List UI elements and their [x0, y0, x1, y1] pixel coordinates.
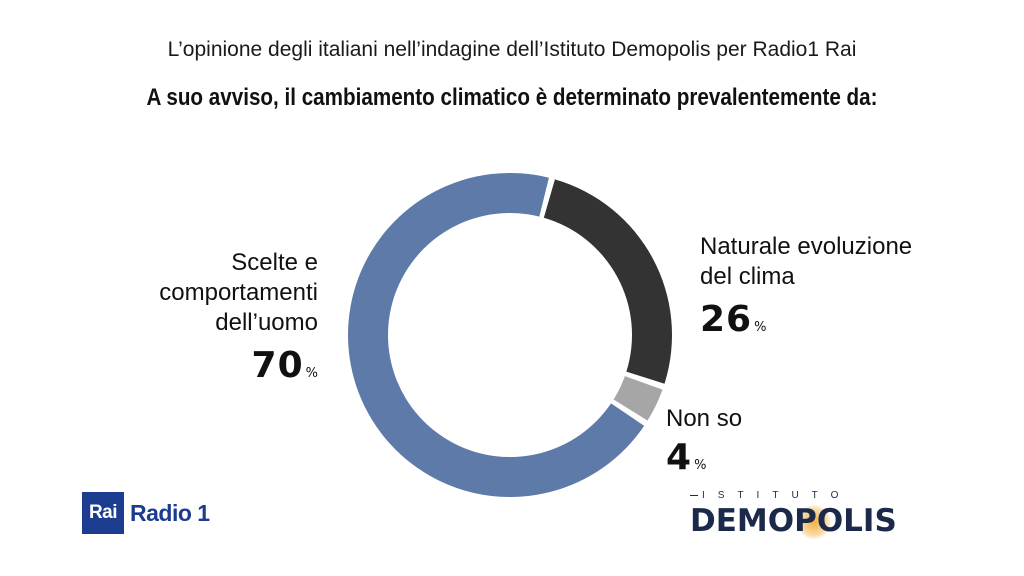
- demopolis-subtitle: ISTITUTO: [690, 490, 942, 501]
- label-natural-evolution: Naturale evoluzione del clima 26%: [700, 232, 912, 348]
- label-line: Naturale evoluzione: [700, 233, 913, 260]
- slice-natural-evolution: [543, 179, 672, 384]
- value-number: 26: [700, 299, 753, 340]
- value-number: 70: [251, 345, 304, 386]
- value-unit: %: [694, 458, 707, 473]
- demopolis-name: DEMOPOLIS: [690, 503, 897, 539]
- demopolis-logo: ISTITUTO DEMOPOLIS: [690, 490, 942, 539]
- label-line: comportamenti: [159, 279, 318, 306]
- value-unit: %: [754, 320, 767, 335]
- slice-dont-know: [613, 376, 663, 421]
- value-number: 4: [666, 437, 693, 478]
- label-human-choices: Scelte e comportamenti dell’uomo 70%: [159, 248, 318, 394]
- rai-radio1-logo: Rai Radio 1: [82, 492, 210, 534]
- label-dont-know: Non so 4%: [666, 404, 742, 486]
- question-title: A suo avviso, il cambiamento climatico è…: [146, 84, 878, 111]
- label-line: Scelte e: [231, 249, 318, 276]
- logo-rule: [690, 495, 698, 496]
- data-label-value: 26%: [700, 300, 912, 348]
- demopolis-istituto: ISTITUTO: [702, 490, 852, 501]
- data-label-value: 4%: [666, 438, 742, 486]
- data-label-value: 70%: [159, 346, 318, 394]
- label-line: Non so: [666, 405, 743, 432]
- demopolis-wordmark: DEMOPOLIS: [690, 503, 942, 539]
- radio1-wordmark: Radio 1: [130, 499, 210, 526]
- rai-logo-box: Rai: [82, 492, 124, 534]
- label-line: dell’uomo: [215, 309, 318, 336]
- label-line: del clima: [700, 263, 795, 290]
- sun-glow-icon: [797, 505, 831, 539]
- subtitle: L’opinione degli italiani nell’indagine …: [167, 38, 857, 61]
- value-unit: %: [305, 366, 318, 381]
